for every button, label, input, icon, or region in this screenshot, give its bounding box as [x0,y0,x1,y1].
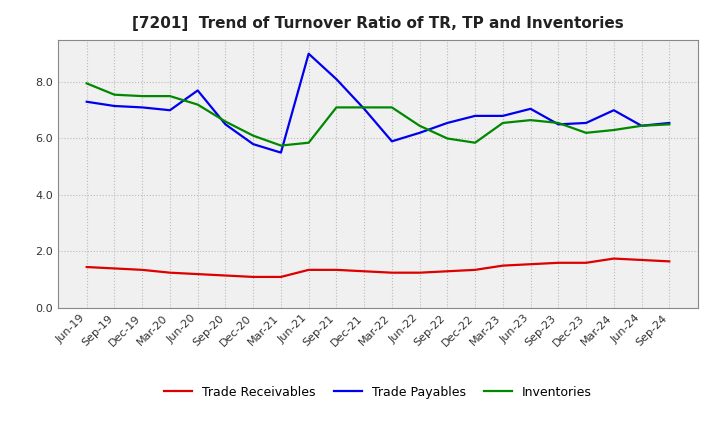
Trade Payables [471,113,480,118]
Trade Receivables [110,266,119,271]
Trade Payables [554,122,562,127]
Inventories [305,140,313,145]
Trade Receivables [554,260,562,265]
Trade Payables [637,123,646,128]
Trade Receivables [166,270,174,275]
Trade Receivables [443,269,451,274]
Trade Receivables [415,270,424,275]
Trade Payables [443,120,451,125]
Trade Receivables [665,259,674,264]
Trade Receivables [471,267,480,272]
Trade Receivables [82,264,91,270]
Inventories [332,105,341,110]
Inventories [526,117,535,123]
Inventories [360,105,369,110]
Trade Payables [276,150,285,155]
Inventories [166,93,174,99]
Inventories [554,120,562,125]
Trade Payables [665,120,674,125]
Trade Payables [360,106,369,111]
Trade Receivables [526,261,535,267]
Trade Payables [138,105,147,110]
Inventories [221,119,230,124]
Trade Receivables [498,263,507,268]
Trade Payables [249,142,258,147]
Trade Payables [609,108,618,113]
Trade Payables [387,139,396,144]
Inventories [443,136,451,141]
Inventories [82,81,91,86]
Trade Payables [82,99,91,104]
Inventories [582,130,590,136]
Trade Receivables [360,269,369,274]
Trade Receivables [387,270,396,275]
Trade Receivables [332,267,341,272]
Inventories [138,93,147,99]
Trade Payables [498,113,507,118]
Inventories [637,123,646,128]
Inventories [415,123,424,128]
Line: Trade Receivables: Trade Receivables [86,259,670,277]
Trade Receivables [194,271,202,277]
Line: Trade Payables: Trade Payables [86,54,670,153]
Inventories [609,127,618,132]
Inventories [498,120,507,125]
Trade Receivables [276,274,285,279]
Inventories [276,143,285,148]
Trade Receivables [221,273,230,278]
Trade Payables [194,88,202,93]
Trade Receivables [305,267,313,272]
Trade Receivables [249,274,258,279]
Trade Payables [526,106,535,111]
Inventories [110,92,119,97]
Trade Payables [221,122,230,127]
Legend: Trade Receivables, Trade Payables, Inventories: Trade Receivables, Trade Payables, Inven… [159,381,597,404]
Trade Receivables [582,260,590,265]
Inventories [665,122,674,127]
Trade Payables [582,120,590,125]
Inventories [471,140,480,145]
Inventories [194,102,202,107]
Trade Payables [415,130,424,136]
Trade Payables [166,108,174,113]
Trade Receivables [637,257,646,263]
Trade Payables [305,51,313,56]
Line: Inventories: Inventories [86,84,670,146]
Inventories [387,105,396,110]
Trade Payables [110,103,119,109]
Inventories [249,133,258,138]
Trade Receivables [609,256,618,261]
Trade Receivables [138,267,147,272]
Title: [7201]  Trend of Turnover Ratio of TR, TP and Inventories: [7201] Trend of Turnover Ratio of TR, TP… [132,16,624,32]
Trade Payables [332,77,341,82]
